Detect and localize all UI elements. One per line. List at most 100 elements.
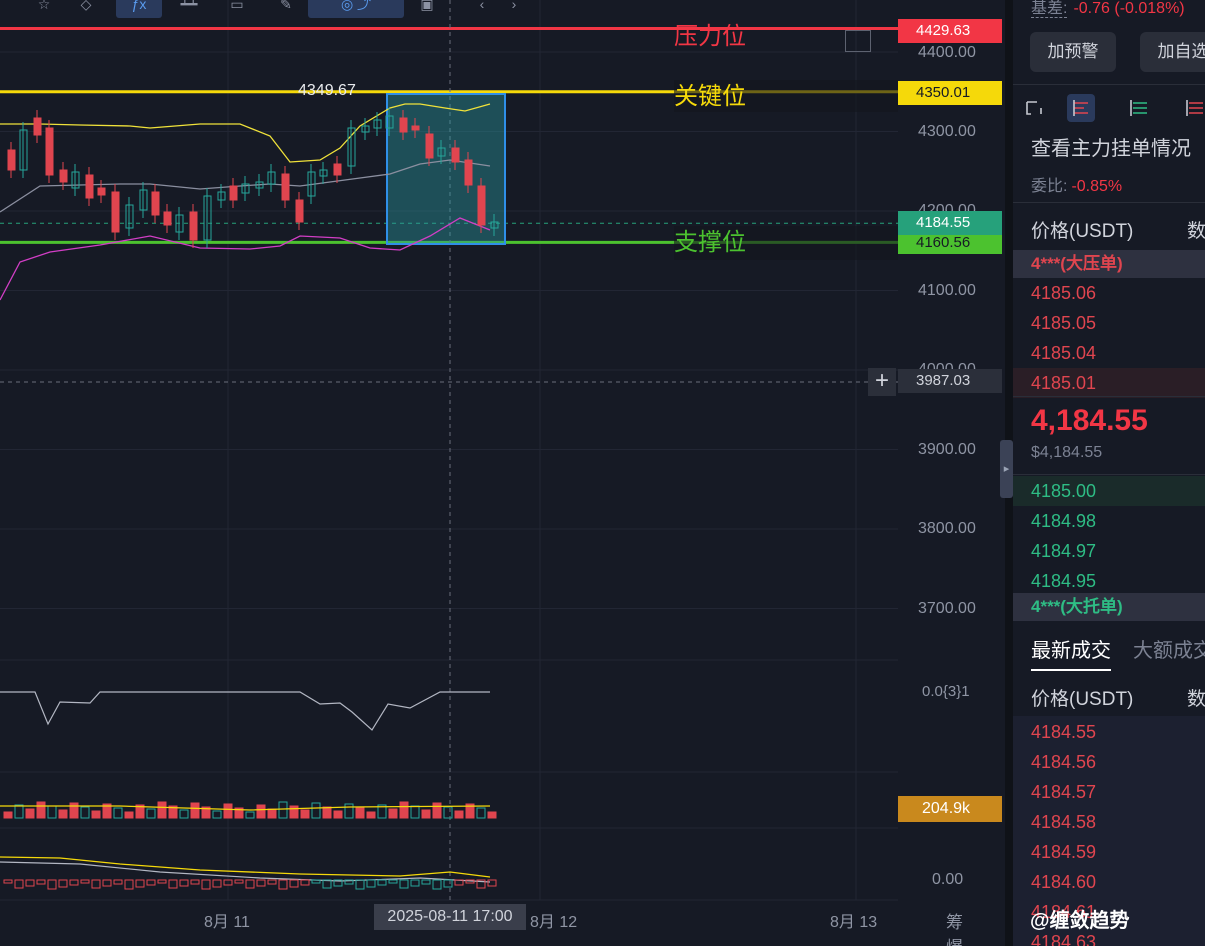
time-axis-label: 8月 12 (530, 914, 578, 931)
support-level-label: 支撑位 (674, 228, 746, 256)
price-column-header: 价格(USDT) (1031, 221, 1134, 242)
candle-body (255, 181, 264, 189)
volume-bar (245, 811, 255, 819)
tab-large-trades[interactable]: 大额成交 (1133, 640, 1205, 662)
book-both-icon[interactable] (1021, 94, 1049, 122)
volume-bar (91, 810, 101, 819)
volume-bar (443, 806, 453, 819)
add-alert-button[interactable]: 加预警 (1030, 32, 1116, 72)
macd-histogram-bar (300, 879, 310, 886)
bid-ask-ratio: 委比: -0.85% (1031, 172, 1122, 196)
bid-row[interactable]: 4185.00 (1013, 476, 1205, 506)
draw-icon[interactable]: ✎ (280, 0, 292, 12)
square-icon[interactable]: ▭ (230, 0, 244, 12)
volume-bar (135, 804, 145, 819)
replay-icon[interactable]: ◎ ⤴ (308, 0, 404, 18)
ratio-label: 委比: (1031, 178, 1068, 195)
candle-body (464, 159, 473, 186)
volume-bar (124, 811, 134, 819)
candlestick-chart[interactable] (0, 0, 1005, 946)
candle-body (33, 117, 42, 136)
basis-label: 基差: (1031, 0, 1068, 18)
large-bid-band: 4***(大托单) (1013, 593, 1205, 621)
basis-value: -0.76 (-0.018%) (1073, 0, 1185, 17)
macd-histogram-bar (146, 879, 156, 886)
book-split-icon[interactable] (1067, 94, 1095, 122)
volume-bar (102, 803, 112, 819)
volume-bar (278, 801, 288, 819)
calendar-icon[interactable]: ▣ (420, 0, 434, 12)
macd-histogram-bar (190, 879, 200, 885)
macd-histogram-bar (377, 879, 387, 886)
watermark-text: @缠敛趋势 (1030, 910, 1130, 932)
volume-bar (388, 808, 398, 819)
pressure-price-tag: 4429.63 (898, 19, 1002, 43)
tab-latest-trades[interactable]: 最新成交 (1031, 634, 1111, 671)
macd-histogram-bar (223, 879, 233, 886)
volume-bar (454, 810, 464, 819)
orderbook-header: 价格(USDT) 数 (1031, 216, 1205, 243)
signal-line (0, 861, 491, 883)
indicator-icon[interactable]: ƒx (116, 0, 162, 18)
price-axis-label: 4400.00 (918, 44, 976, 61)
macd-histogram-bar (14, 879, 24, 889)
bid-row[interactable]: 4184.97 (1031, 541, 1097, 561)
candle-body (425, 133, 434, 159)
chevron-right-icon[interactable]: ▸ (1000, 440, 1013, 498)
plus-icon[interactable]: + (868, 368, 896, 396)
trade-row: 4184.63 (1031, 932, 1097, 946)
orderbook-title[interactable]: 查看主力挂单情况 (1031, 138, 1191, 160)
candle-body (151, 191, 160, 216)
volume-bar (432, 802, 442, 819)
last-price: 4,184.55 (1031, 404, 1148, 437)
bid-row[interactable]: 4184.98 (1031, 511, 1097, 531)
candle-body (85, 174, 94, 199)
chips-burst-icons[interactable]: 筹 爆 (946, 913, 973, 946)
crosshair-time-label: 2025-08-11 17:00 (374, 904, 526, 930)
macd-histogram-bar (355, 879, 365, 890)
redo-icon[interactable]: › (511, 0, 517, 12)
candle-body (333, 163, 342, 176)
macd-histogram-bar (157, 879, 167, 884)
ask-row[interactable]: 4185.01 (1013, 368, 1205, 398)
macd-histogram-bar (102, 879, 112, 887)
divider (1013, 474, 1205, 475)
trade-row: 4184.57 (1031, 782, 1097, 802)
diamond-icon[interactable]: ◇ (80, 0, 92, 12)
macd-histogram-bar (3, 879, 13, 884)
volume-bar (212, 810, 222, 819)
undo-icon[interactable]: ‹ (479, 0, 485, 12)
macd-histogram-bar (256, 879, 266, 887)
order-panel: 基差: -0.76 (-0.018%) 加预警 加自选 查看主力挂单情况 委比: -… (1013, 0, 1205, 946)
macd-histogram-bar (465, 879, 475, 884)
volume-bar (113, 807, 123, 819)
candle-body (217, 191, 226, 201)
expand-icon[interactable] (845, 30, 871, 52)
ask-row[interactable]: 4185.05 (1031, 313, 1097, 333)
macd-histogram-bar (322, 879, 332, 889)
crosshair-price-tag: 3987.03 (898, 369, 1002, 393)
volume-bar (146, 808, 156, 819)
trades-qty-header: 数 (1187, 689, 1205, 710)
chart-area[interactable]: ☆ ◇ ƒx ┷┷ ▭ ✎ ◎ ⤴ ▣ ‹ › 压力位 关键位 支撑位 4349… (0, 0, 1005, 946)
bid-row[interactable]: 4184.95 (1031, 571, 1097, 591)
volume-bar (58, 809, 68, 819)
book-asks-icon[interactable] (1181, 94, 1205, 122)
star-icon[interactable]: ☆ (37, 0, 51, 12)
candles-icon[interactable]: ┷┷ (180, 0, 198, 12)
volume-bar (476, 807, 486, 819)
ask-row[interactable]: 4185.04 (1031, 343, 1097, 363)
volume-bar (47, 805, 57, 819)
candle-body (7, 149, 16, 171)
last-price-usd: $4,184.55 (1031, 444, 1103, 461)
macd-histogram-bar (234, 879, 244, 884)
volume-bar (25, 808, 35, 819)
key-price-tag: 4350.01 (898, 81, 1002, 105)
add-watchlist-button[interactable]: 加自选 (1140, 32, 1205, 72)
macd-histogram-bar (212, 879, 222, 888)
candle-body (319, 169, 328, 177)
book-bids-icon[interactable] (1125, 94, 1153, 122)
ask-row[interactable]: 4185.06 (1031, 283, 1097, 303)
candle-body (451, 147, 460, 163)
trade-row: 4184.61 (1031, 902, 1097, 922)
